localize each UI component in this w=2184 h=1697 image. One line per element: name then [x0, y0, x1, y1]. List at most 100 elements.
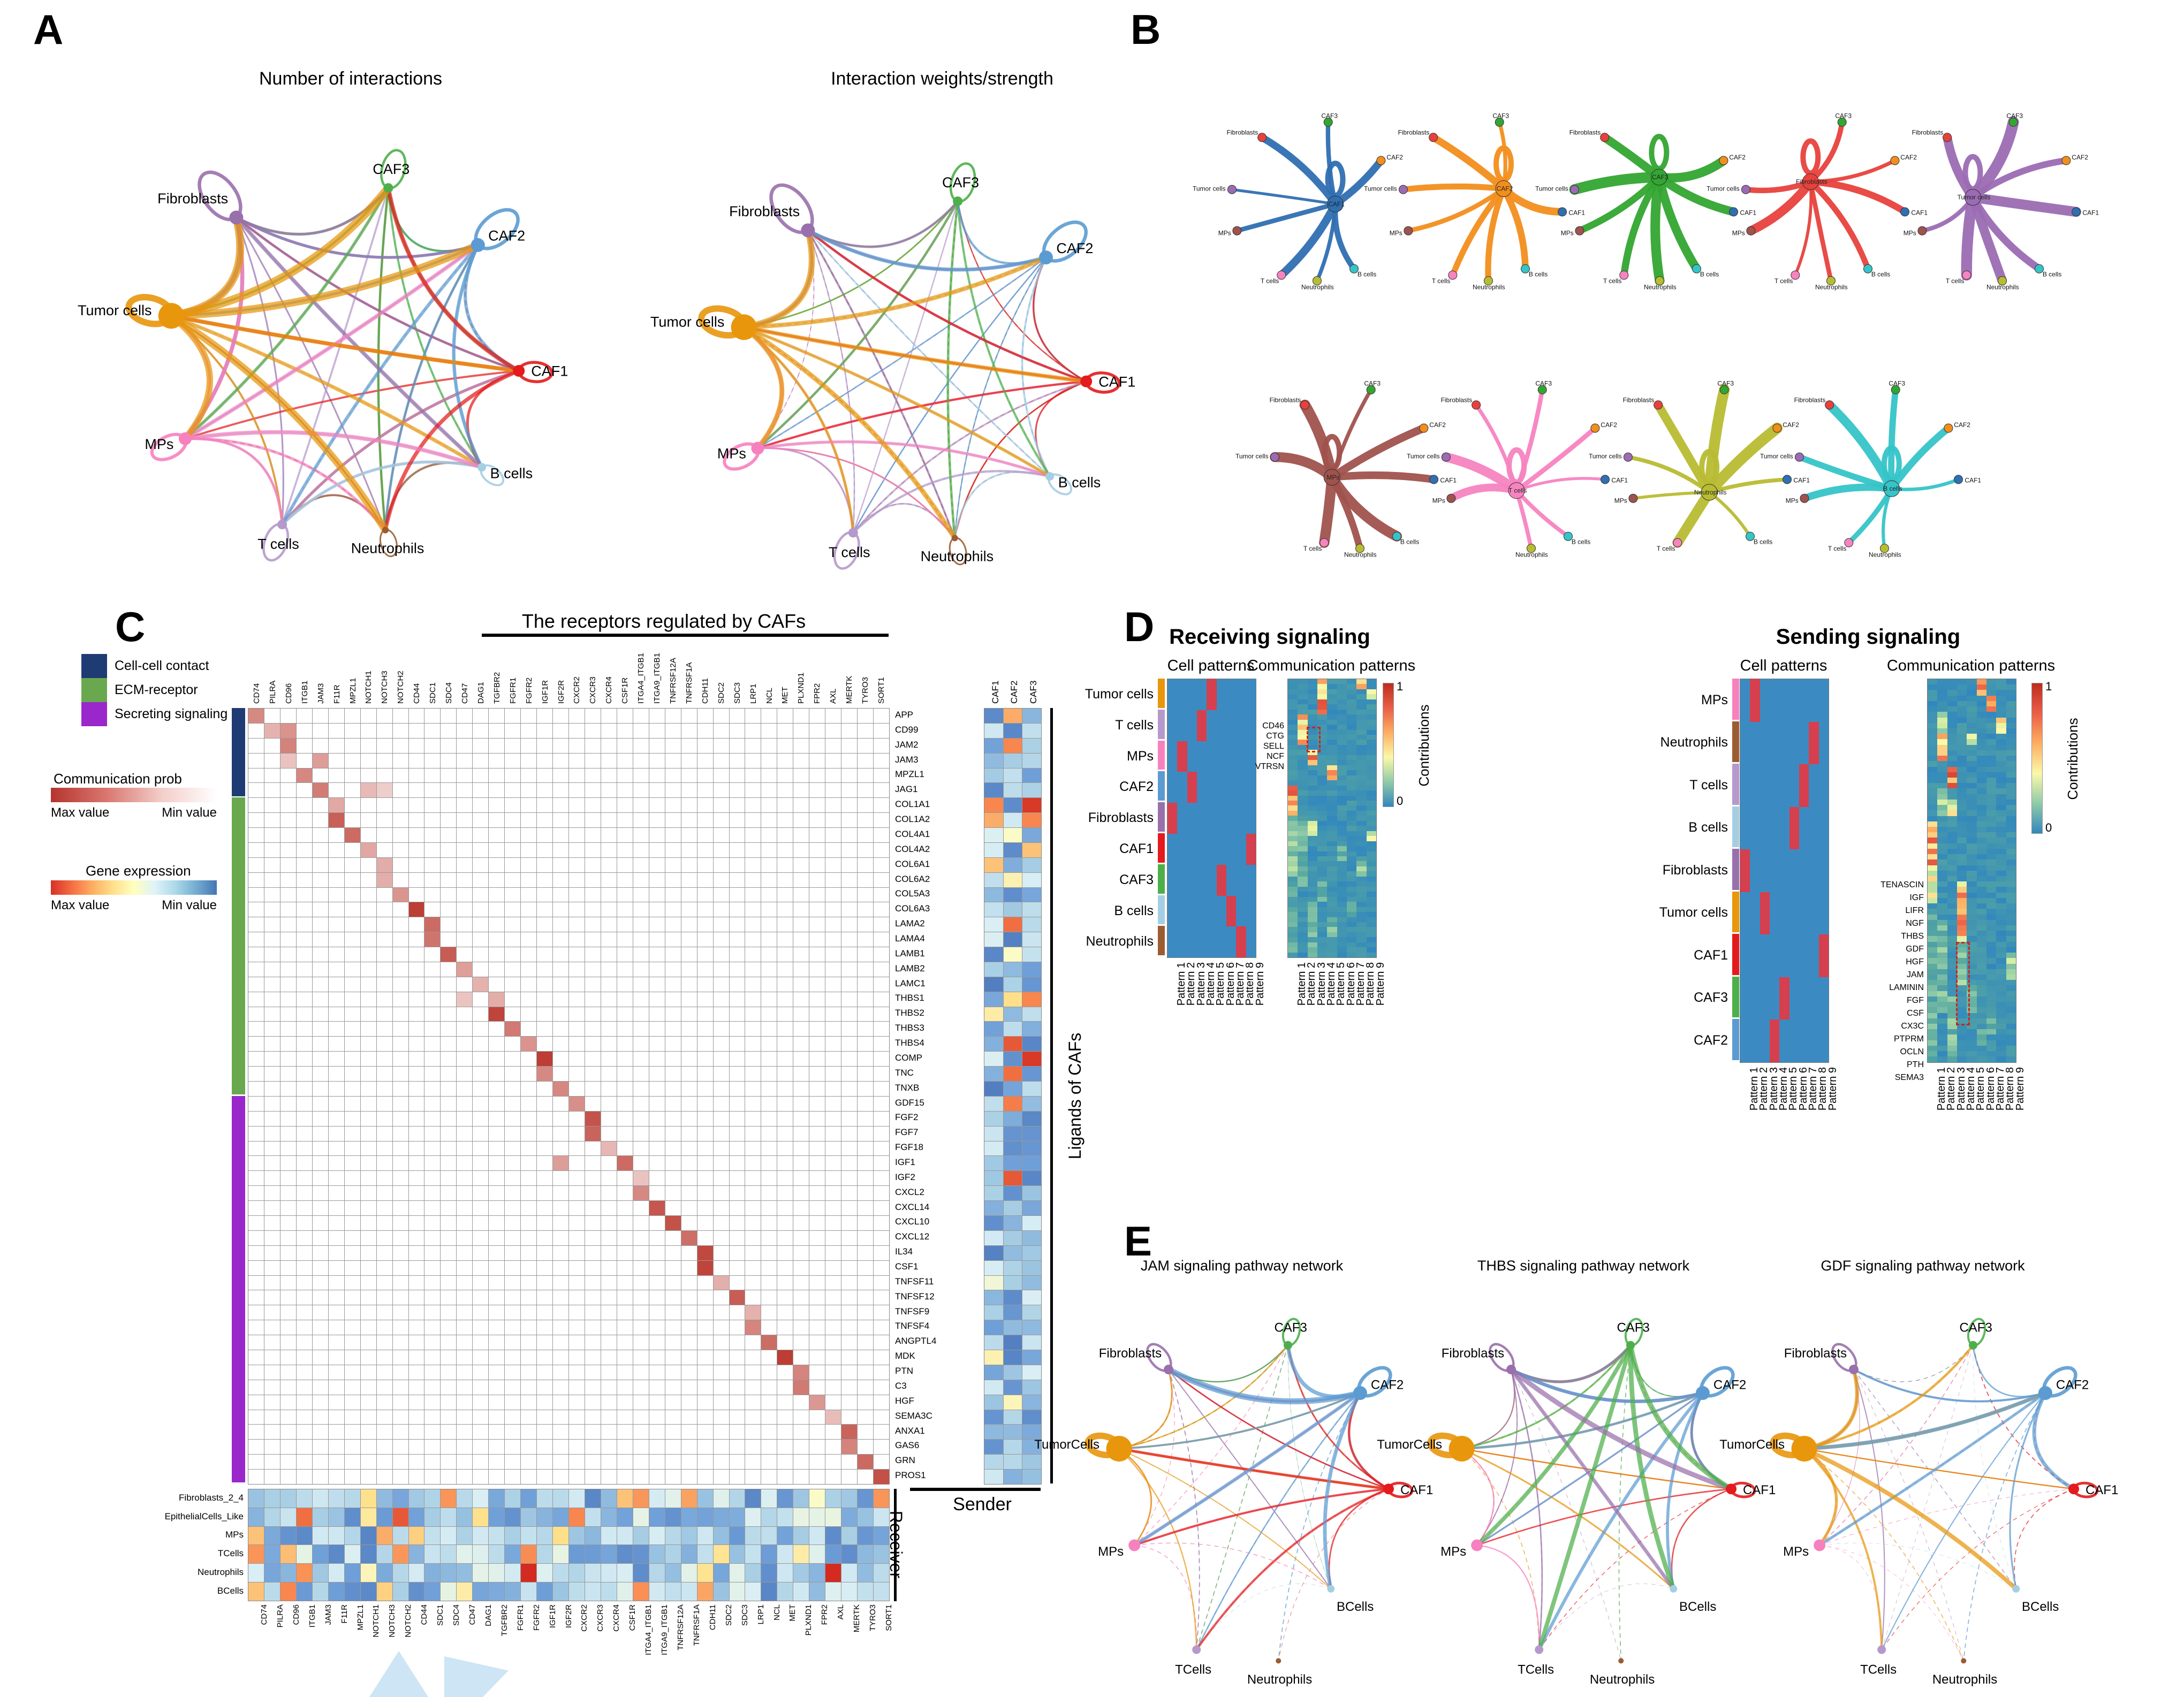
- communication-prob-max: Max value: [51, 805, 110, 820]
- prob-cell: [489, 738, 505, 753]
- prob-cell: [360, 738, 376, 753]
- comm-pattern-cell: [1298, 947, 1308, 953]
- prob-cell: [248, 1440, 264, 1455]
- jam-pathway-network: CAF3FibroblastsCAF2TumorCellsCAF1MPsBCel…: [1034, 1318, 1433, 1687]
- prob-cell: [344, 1230, 360, 1245]
- receptor-label-top: CD74: [252, 683, 261, 704]
- sender-expr-cell: [1022, 1335, 1041, 1350]
- comm-pattern-cell: [1327, 689, 1337, 695]
- prob-cell: [537, 1201, 553, 1215]
- prob-cell: [408, 1052, 424, 1067]
- sender-expr-cell: [1022, 1141, 1041, 1156]
- receiver-expr-cell: [505, 1508, 521, 1526]
- prob-cell: [248, 1245, 264, 1260]
- comm-pattern-cell: [2006, 1002, 2016, 1008]
- prob-cell: [858, 1201, 874, 1215]
- cell-node-label: T cells: [829, 544, 870, 560]
- comm-pattern-cell: [1298, 937, 1308, 942]
- prob-cell: [809, 917, 825, 932]
- prob-cell: [841, 1395, 858, 1410]
- sender-expr-cell: [1022, 1380, 1041, 1395]
- comm-pattern-cell: [1356, 805, 1367, 811]
- prob-cell: [264, 1067, 280, 1081]
- prob-cell: [858, 1335, 874, 1350]
- prob-cell: [729, 962, 745, 977]
- prob-cell: [408, 1156, 424, 1171]
- prob-cell: [697, 1380, 713, 1395]
- prob-cell: [408, 1320, 424, 1335]
- prob-cell: [248, 1230, 264, 1245]
- comm-pattern-cell: [1996, 690, 2006, 696]
- receiver-expr-cell: [649, 1545, 665, 1564]
- receptor-label-bottom: NOTCH2: [404, 1604, 413, 1638]
- prob-cell: [457, 1440, 473, 1455]
- prob-cell: [649, 798, 665, 813]
- prob-cell: [537, 1410, 553, 1425]
- prob-cell: [633, 813, 649, 827]
- comm-pattern-cell: [2006, 750, 2016, 756]
- prob-cell: [408, 1350, 424, 1365]
- prob-cell: [585, 842, 601, 857]
- receptor-label-top: CXCR4: [604, 676, 614, 704]
- prob-cell: [408, 1186, 424, 1201]
- prob-cell: [473, 992, 489, 1007]
- category-label-1: ECM-receptor: [115, 682, 198, 697]
- receiver-expr-cell: [328, 1564, 344, 1582]
- panel-b-label: B: [1131, 6, 1161, 53]
- comm-pattern-cell: [1298, 740, 1308, 745]
- prob-cell: [697, 1230, 713, 1245]
- receptor-label-top: MERTK: [845, 675, 854, 704]
- prob-cell: [665, 1215, 681, 1230]
- receptor-label-top: FGFR1: [508, 677, 518, 704]
- comm-pattern-cell: [1928, 826, 1938, 833]
- receiver-expr-cell: [697, 1526, 713, 1545]
- comm-pattern-cell: [1307, 795, 1317, 801]
- cell-node-neutrophils: [1879, 544, 1889, 553]
- receiver-expr-cell: [408, 1526, 424, 1545]
- prob-cell: [505, 1245, 521, 1260]
- receiver-expr-cell: [360, 1489, 376, 1508]
- receiver-expr-cell: [665, 1489, 681, 1508]
- comm-pattern-cell: [1986, 1056, 1997, 1062]
- network-edge: [1287, 1345, 1331, 1589]
- prob-cell: [729, 1365, 745, 1380]
- prob-cell: [729, 1320, 745, 1335]
- prob-cell: [424, 768, 441, 783]
- prob-cell: [681, 1260, 697, 1275]
- ligand-label: LAMB2: [895, 963, 925, 973]
- comm-pattern-cell: [1327, 876, 1337, 882]
- cell-node-tumor-cells: [1441, 452, 1451, 462]
- comm-pattern-cell: [1937, 832, 1947, 838]
- comm-pattern-cell: [1288, 856, 1298, 862]
- self-loop: [1962, 154, 1983, 192]
- prob-cell: [505, 1275, 521, 1290]
- receiver-expr-cell: [360, 1564, 376, 1582]
- prob-cell: [777, 813, 793, 827]
- prob-cell: [521, 1380, 537, 1395]
- pattern-axis-label: Pattern 9: [1254, 962, 1266, 1006]
- self-loop: [1800, 138, 1821, 176]
- comm-pattern-cell: [1317, 679, 1328, 684]
- ligand-label: CSF1: [895, 1261, 919, 1272]
- receiver-expr-cell: [617, 1526, 633, 1545]
- comm-pattern-cell: [2006, 1013, 2016, 1018]
- receiver-expr-cell: [344, 1508, 360, 1526]
- prob-cell: [489, 917, 505, 932]
- cell-pattern-cell: [1818, 679, 1829, 722]
- receptor-label-top: IGF2R: [556, 680, 566, 704]
- prob-cell: [633, 723, 649, 738]
- cell-pattern-cell: [1197, 679, 1207, 710]
- comm-pattern-cell: [1967, 996, 1977, 1002]
- prob-cell: [376, 813, 392, 827]
- prob-cell: [489, 1335, 505, 1350]
- network-edge: [1460, 1344, 1632, 1450]
- pattern-row-color: [1732, 891, 1739, 932]
- comm-pattern-cell: [1947, 892, 1957, 898]
- comm-pattern-cell: [1307, 871, 1317, 877]
- cell-node-label: CAF3: [1959, 1321, 1992, 1335]
- receptor-label-top: FPR2: [813, 683, 822, 704]
- prob-cell: [697, 813, 713, 827]
- prob-cell: [248, 798, 264, 813]
- prob-cell: [729, 1410, 745, 1425]
- sender-expr-cell: [984, 1111, 1003, 1126]
